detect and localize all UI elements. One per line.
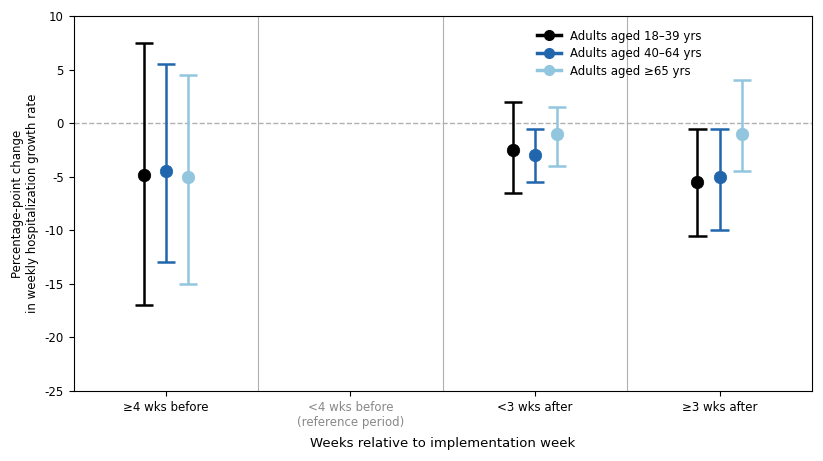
Y-axis label: Percentage-point change
in weekly hospitalization growth rate: Percentage-point change in weekly hospit… bbox=[12, 94, 40, 313]
X-axis label: Weeks relative to implementation week: Weeks relative to implementation week bbox=[310, 437, 575, 450]
Legend: Adults aged 18–39 yrs, Adults aged 40–64 yrs, Adults aged ≥65 yrs: Adults aged 18–39 yrs, Adults aged 40–64… bbox=[537, 30, 702, 78]
